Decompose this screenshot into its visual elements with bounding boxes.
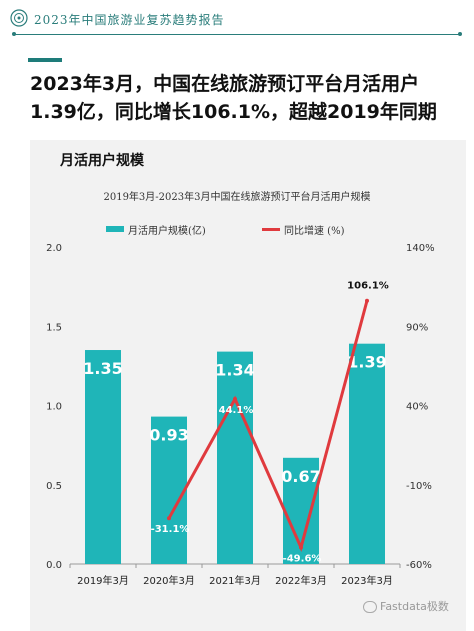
y-right-tick-label: -60% bbox=[406, 560, 432, 571]
x-tick-label: 2019年3月 bbox=[77, 574, 129, 587]
headline-accent-bar bbox=[28, 58, 62, 62]
y-right-tick-label: 90% bbox=[406, 322, 428, 333]
bar bbox=[85, 350, 121, 564]
growth-value-label: -49.6% bbox=[283, 554, 322, 565]
growth-value-label: 106.1% bbox=[347, 281, 389, 292]
growth-point bbox=[365, 298, 369, 303]
bar-value-label: 0.93 bbox=[149, 426, 188, 445]
legend-label-line: 同比增速 (%) bbox=[284, 226, 345, 237]
watermark: Fastdata极数 bbox=[363, 598, 449, 614]
x-tick-label: 2020年3月 bbox=[143, 574, 195, 587]
divider-dot-right bbox=[458, 32, 462, 36]
bar bbox=[349, 343, 385, 564]
legend-swatch-line bbox=[262, 228, 280, 231]
bar bbox=[151, 416, 187, 564]
y-left-tick-label: 0.0 bbox=[46, 560, 62, 571]
legend-label-bars: 月活用户规模(亿) bbox=[128, 226, 206, 237]
wechat-icon bbox=[363, 601, 377, 613]
legend-item-bars: 月活用户规模(亿) bbox=[106, 222, 216, 237]
panel-title: 月活用户规模 bbox=[60, 153, 144, 169]
report-header: 2023年中国旅游业复苏趋势报告 bbox=[0, 0, 474, 36]
headline: 2023年3月，中国在线旅游预订平台月活用户1.39亿，同比增长106.1%，超… bbox=[30, 73, 437, 123]
growth-point bbox=[233, 397, 237, 402]
report-title: 2023年中国旅游业复苏趋势报告 bbox=[34, 13, 225, 27]
growth-value-label: -31.1% bbox=[151, 524, 190, 535]
bar-value-label: 0.67 bbox=[281, 467, 320, 486]
growth-point bbox=[299, 545, 303, 550]
y-left-tick-label: 1.0 bbox=[46, 402, 62, 413]
bar bbox=[217, 351, 253, 564]
bar-value-label: 1.34 bbox=[215, 361, 254, 380]
legend-swatch-bars bbox=[106, 226, 124, 232]
y-left-tick-label: 1.5 bbox=[46, 322, 62, 333]
header-divider bbox=[14, 34, 460, 35]
growth-line bbox=[167, 300, 369, 553]
y-right-tick-label: 140% bbox=[406, 243, 435, 254]
growth-point bbox=[167, 516, 171, 521]
divider-dot-left bbox=[12, 32, 16, 36]
bar-value-label: 1.35 bbox=[83, 359, 122, 378]
circular-emblem-icon bbox=[10, 9, 28, 27]
legend-item-line: 同比增速 (%) bbox=[262, 222, 372, 237]
bar-value-label: 1.39 bbox=[347, 353, 386, 372]
chart-title: 2019年3月-2023年3月中国在线旅游预订平台月活用户规模 bbox=[103, 192, 371, 203]
y-right-tick-label: -10% bbox=[406, 481, 432, 492]
x-tick-label: 2023年3月 bbox=[341, 574, 393, 587]
x-tick-label: 2021年3月 bbox=[209, 574, 261, 587]
x-tick-label: 2022年3月 bbox=[275, 574, 327, 587]
y-right-tick-label: 40% bbox=[406, 402, 428, 413]
watermark-text: Fastdata极数 bbox=[380, 600, 449, 613]
y-left-tick-label: 0.5 bbox=[46, 481, 62, 492]
y-left-tick-label: 2.0 bbox=[46, 243, 62, 254]
growth-value-label: 44.1% bbox=[219, 405, 254, 416]
